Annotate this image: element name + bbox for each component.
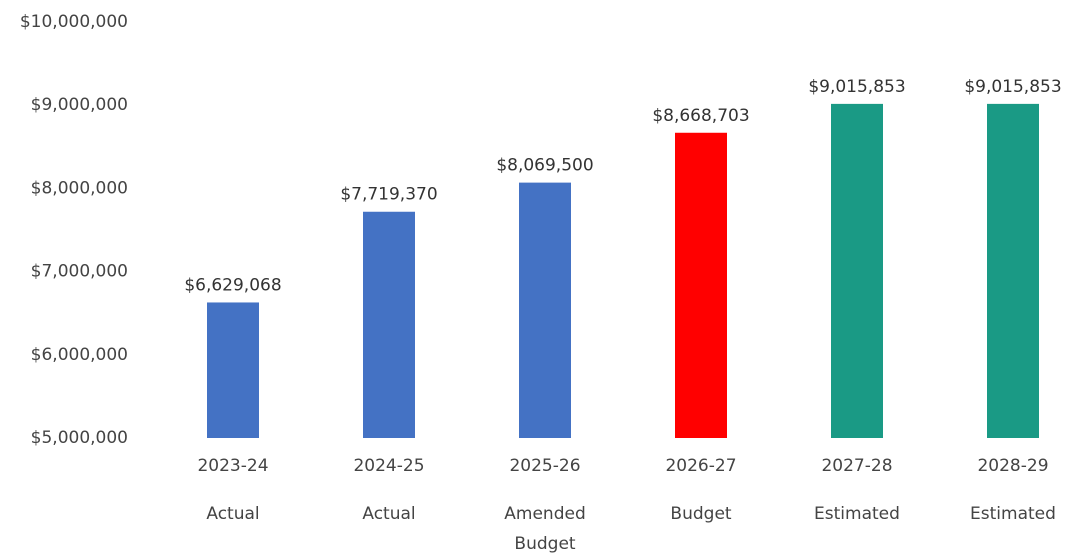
y-axis: $5,000,000 $6,000,000 $7,000,000 $8,000,000… (20, 12, 128, 448)
category-sublabel: Actual (362, 504, 415, 524)
bar (987, 103, 1039, 438)
y-tick-label: $7,000,000 (31, 262, 128, 282)
y-tick-label: $9,000,000 (31, 95, 128, 115)
data-label: $9,015,853 (964, 77, 1061, 97)
y-tick-label: $5,000,000 (31, 428, 128, 448)
bars-group (207, 103, 1039, 438)
y-tick-label: $6,000,000 (31, 345, 128, 365)
data-label: $8,668,703 (652, 106, 749, 126)
y-tick-label: $10,000,000 (20, 12, 128, 32)
category-sublabel: Estimated (814, 504, 900, 524)
data-label: $9,015,853 (808, 77, 905, 97)
category-sublabel: Budget (670, 504, 731, 524)
x-tick-label: 2027-28 (821, 456, 892, 476)
bar (519, 182, 571, 438)
x-tick-label: 2023-24 (197, 456, 268, 476)
data-label: $6,629,068 (184, 275, 281, 295)
bar (831, 103, 883, 438)
x-tick-label: 2026-27 (665, 456, 736, 476)
bar (207, 302, 259, 438)
bar (675, 132, 727, 438)
x-tick-label: 2024-25 (353, 456, 424, 476)
x-axis: 2023-24 Actual 2024-25 Actual 2025-26 Amended… (197, 456, 1055, 554)
category-sublabel: Amended (504, 504, 585, 524)
data-labels-group: $6,629,068 $7,719,370 $8,069,500 $8,668,703… (184, 77, 1061, 296)
x-tick-label: 2028-29 (977, 456, 1048, 476)
category-sublabel: Actual (206, 504, 259, 524)
category-sublabel: Budget (514, 534, 575, 554)
x-tick-label: 2025-26 (509, 456, 580, 476)
y-tick-label: $8,000,000 (31, 178, 128, 198)
data-label: $7,719,370 (340, 185, 437, 205)
category-sublabel: Estimated (970, 504, 1056, 524)
data-label: $8,069,500 (496, 156, 593, 176)
bar (363, 211, 415, 438)
